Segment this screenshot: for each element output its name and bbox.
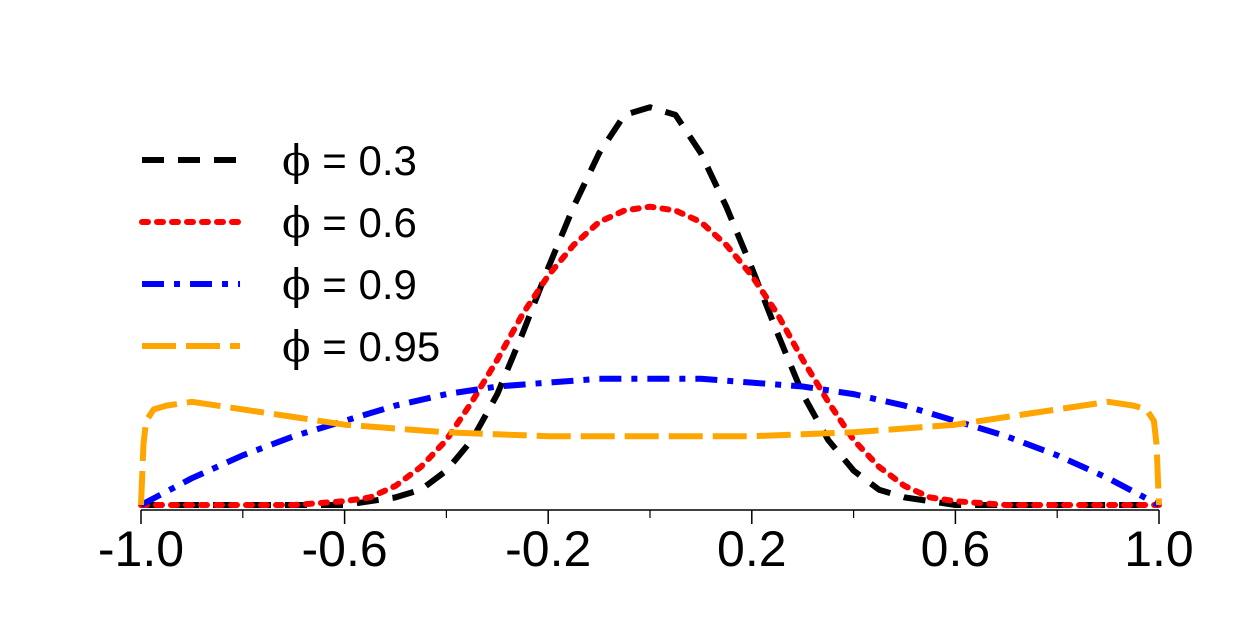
legend-label: ϕ = 0.6 — [282, 198, 417, 247]
legend-value: = 0.9 — [311, 261, 417, 308]
x-tick-label: -1.0 — [98, 521, 184, 577]
legend-label: ϕ = 0.95 — [282, 322, 440, 371]
phi-symbol: ϕ — [282, 322, 311, 371]
legend-label: ϕ = 0.9 — [282, 260, 417, 309]
plot-series — [138, 104, 1162, 508]
legend-value: = 0.95 — [311, 323, 441, 370]
x-axis: -1.0 -0.6 -0.2 0.2 0.6 1.0 — [98, 509, 1194, 577]
phi-symbol: ϕ — [282, 198, 311, 247]
x-tick-label: -0.2 — [505, 521, 591, 577]
series-line-4 — [138, 398, 1162, 506]
legend-value: = 0.3 — [311, 137, 417, 184]
x-tick-label: 1.0 — [1124, 521, 1194, 577]
phi-symbol: ϕ — [282, 260, 311, 309]
legend-label: ϕ = 0.3 — [282, 136, 417, 185]
x-tick-label: -0.6 — [302, 521, 388, 577]
series-line-3 — [139, 375, 1161, 508]
legend: ϕ = 0.3ϕ = 0.6ϕ = 0.9ϕ = 0.95 — [139, 136, 440, 371]
series-line-1 — [141, 104, 1159, 508]
x-tick-label: 0.2 — [717, 521, 787, 577]
legend-value: = 0.6 — [311, 199, 417, 246]
series-line-2 — [138, 203, 1162, 508]
x-tick-label: 0.6 — [921, 521, 991, 577]
phi-symbol: ϕ — [282, 136, 311, 185]
